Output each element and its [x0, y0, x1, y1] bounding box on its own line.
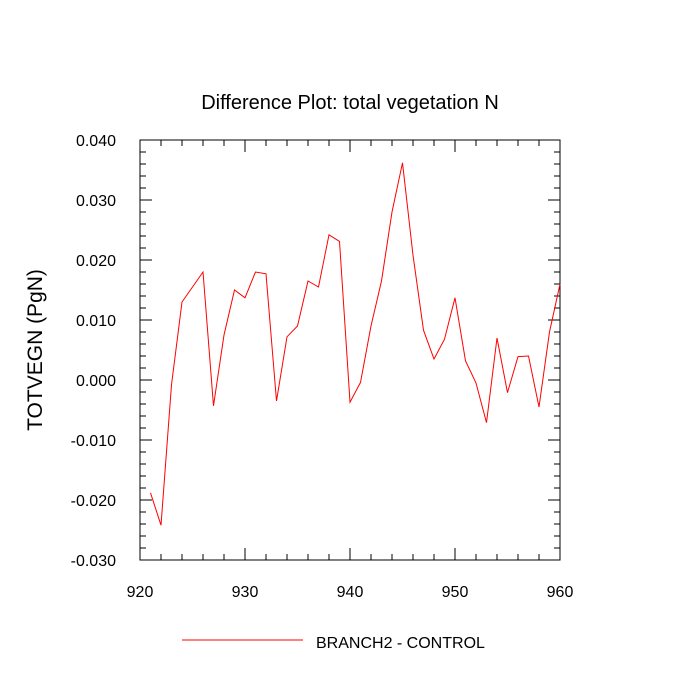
tick-marks [139, 139, 561, 561]
y-tick-label: 0.010 [76, 313, 116, 330]
y-tick-label: 0.030 [76, 193, 116, 210]
legend-label: BRANCH2 - CONTROL [316, 635, 485, 652]
y-tick-label: 0.020 [76, 253, 116, 270]
tick-labels: 920 930 940 950 960 -0.030 -0.020 -0.010 0.000 0.… [71, 133, 574, 601]
x-tick-label: 930 [232, 584, 259, 601]
y-tick-label: 0.040 [76, 133, 116, 150]
y-tick-label: 0.000 [76, 373, 116, 390]
y-tick-label: -0.020 [71, 493, 116, 510]
x-tick-label: 960 [547, 584, 574, 601]
legend: BRANCH2 - CONTROL [182, 635, 485, 652]
y-tick-label: -0.010 [71, 433, 116, 450]
series-line [150, 162, 561, 526]
y-tick-label: -0.030 [71, 553, 116, 570]
x-tick-label: 940 [337, 584, 364, 601]
x-tick-label: 950 [442, 584, 469, 601]
x-tick-label: 920 [127, 584, 154, 601]
series-group [150, 162, 561, 526]
plot-frame [139, 139, 561, 561]
y-axis-label: TOTVEGN (PgN) [24, 269, 47, 431]
chart-title: Difference Plot: total vegetation N [201, 92, 499, 114]
